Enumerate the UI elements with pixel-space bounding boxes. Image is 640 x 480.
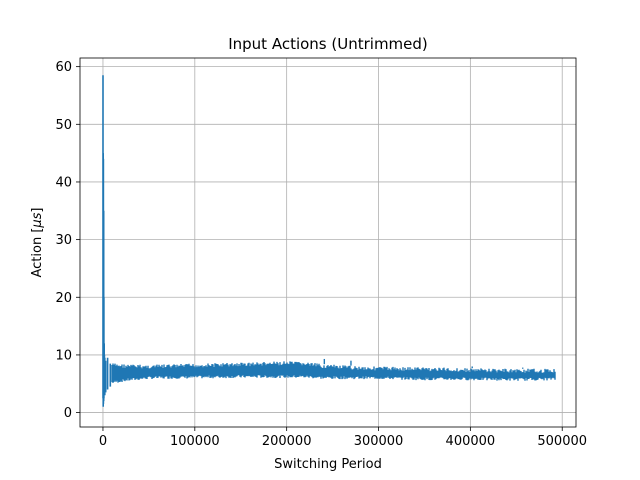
x-tick-label: 300000 [354,434,404,449]
y-axis-label-prefix: Action [ [30,228,45,278]
chart-title: Input Actions (Untrimmed) [228,35,428,53]
plot-frame [79,57,577,428]
grid [80,58,576,427]
y-tick-label: 30 [55,233,72,248]
x-tick-label: 0 [99,434,107,449]
y-tick-label: 20 [55,291,72,306]
series-group [102,75,556,407]
y-axis-label-unit: μs [30,212,45,228]
x-axis-label: Switching Period [274,457,382,472]
x-tick-label: 500000 [537,434,587,449]
y-axis-label-suffix: ] [30,207,45,212]
x-tick-label: 400000 [446,434,496,449]
series-band [111,361,556,383]
y-tick-label: 50 [55,118,72,133]
series-transient [102,75,112,407]
ticks-group: 0 100000 200000 300000 400000 500000 0 10 20 30 40… [55,60,587,449]
x-tick-label: 100000 [170,434,220,449]
y-tick-label: 40 [55,175,72,190]
y-axis-label: Action [μs] [30,207,45,277]
x-tick-label: 200000 [262,434,312,449]
y-tick-label: 0 [64,406,72,421]
y-tick-label: 10 [55,348,72,363]
y-tick-label: 60 [55,60,72,75]
